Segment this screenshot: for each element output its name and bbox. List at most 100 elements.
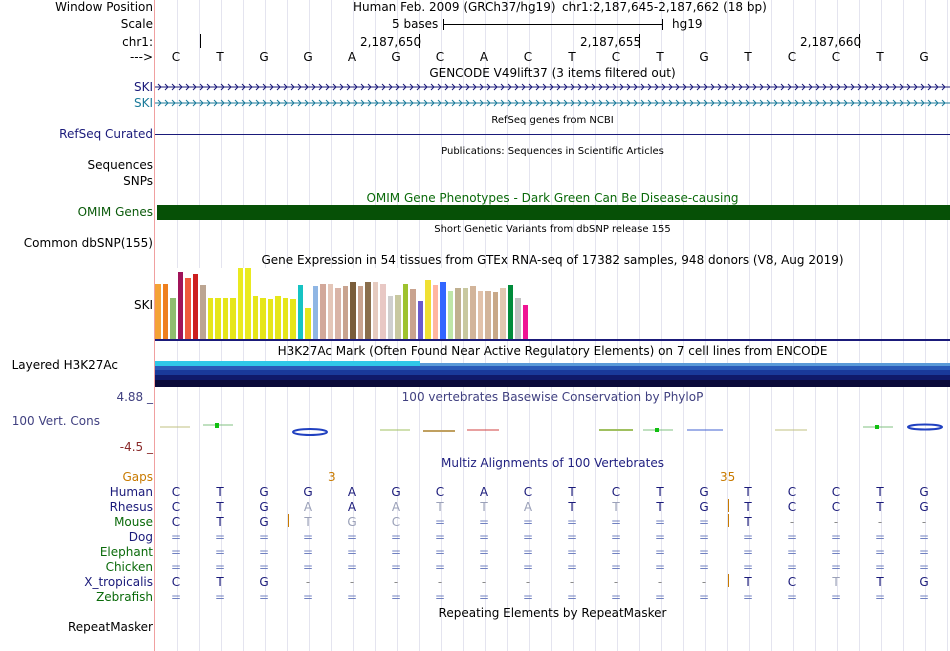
gtex-tissue-bar[interactable] bbox=[507, 285, 513, 339]
omim-bar[interactable] bbox=[157, 205, 950, 220]
gtex-tissue-bar[interactable] bbox=[237, 268, 243, 339]
gtex-tissue-bar[interactable] bbox=[312, 286, 318, 339]
dbsnp-label[interactable]: Common dbSNP(155) bbox=[23, 236, 153, 250]
gtex-tissue-bar[interactable] bbox=[447, 291, 453, 339]
gaps-label[interactable]: Gaps bbox=[122, 470, 153, 484]
species-label[interactable]: Mouse bbox=[114, 515, 153, 529]
gtex-tissue-bar[interactable] bbox=[320, 284, 326, 339]
gtex-tissue-bar[interactable] bbox=[177, 272, 183, 339]
gtex-tissue-bar[interactable] bbox=[252, 296, 258, 339]
gtex-tissue-bar[interactable] bbox=[372, 282, 378, 339]
gtex-tissue-bar[interactable] bbox=[260, 298, 266, 339]
alignment-base: C bbox=[787, 500, 797, 514]
alignment-base: = bbox=[390, 560, 402, 574]
phylop-label[interactable]: 100 Vert. Cons bbox=[11, 414, 100, 428]
species-label[interactable]: Human bbox=[109, 485, 153, 499]
gencode-transcript-2[interactable] bbox=[155, 96, 950, 110]
sequences-label[interactable]: Sequences bbox=[87, 158, 153, 172]
gtex-tissue-bar[interactable] bbox=[357, 286, 363, 339]
gtex-tissue-bar[interactable] bbox=[192, 274, 198, 339]
species-label[interactable]: Chicken bbox=[105, 560, 153, 574]
base-letter: A bbox=[347, 50, 357, 64]
alignment-base: = bbox=[566, 590, 578, 604]
gtex-bar-chart[interactable] bbox=[155, 268, 535, 339]
gtex-tissue-bar[interactable] bbox=[267, 299, 273, 339]
gtex-tissue-bar[interactable] bbox=[297, 285, 303, 339]
alignment-base: = bbox=[742, 560, 754, 574]
species-label[interactable]: X_tropicalis bbox=[84, 575, 153, 589]
alignment-base: T bbox=[568, 500, 576, 514]
gtex-tissue-bar[interactable] bbox=[327, 284, 333, 339]
gtex-tissue-bar[interactable] bbox=[222, 298, 228, 339]
alignment-base: T bbox=[304, 515, 312, 529]
alignment-base: = bbox=[698, 530, 710, 544]
gencode-item-ski-1[interactable]: SKI bbox=[133, 80, 153, 94]
gtex-tissue-bar[interactable] bbox=[485, 291, 491, 339]
gtex-tissue-bar[interactable] bbox=[185, 278, 191, 339]
gtex-tissue-bar[interactable] bbox=[162, 284, 168, 339]
refseq-label[interactable]: RefSeq Curated bbox=[59, 127, 153, 141]
ruler-tick bbox=[419, 34, 420, 48]
gtex-tissue-bar[interactable] bbox=[500, 288, 506, 339]
gtex-tissue-bar[interactable] bbox=[515, 298, 521, 339]
gencode-transcript-1[interactable] bbox=[155, 80, 950, 94]
gtex-tissue-bar[interactable] bbox=[387, 296, 393, 339]
alignment-base: = bbox=[434, 590, 446, 604]
refseq-gene-line[interactable] bbox=[155, 134, 950, 135]
position-text[interactable]: chr1:2,187,645-2,187,662 (18 bp) bbox=[562, 0, 767, 14]
gtex-tissue-bar[interactable] bbox=[245, 268, 251, 339]
gtex-tissue-bar[interactable] bbox=[470, 286, 476, 339]
alignment-base: - bbox=[789, 515, 795, 529]
species-label[interactable]: Elephant bbox=[99, 545, 153, 559]
gtex-tissue-bar[interactable] bbox=[305, 308, 311, 339]
base-letter: T bbox=[656, 50, 664, 64]
gtex-tissue-bar[interactable] bbox=[282, 298, 288, 339]
h3k27ac-signal[interactable] bbox=[155, 361, 950, 387]
alignment-base: = bbox=[478, 515, 490, 529]
gtex-tissue-bar[interactable] bbox=[215, 298, 221, 339]
phylop-signal[interactable] bbox=[155, 418, 950, 438]
snps-label[interactable]: SNPs bbox=[123, 174, 153, 188]
gtex-tissue-bar[interactable] bbox=[342, 286, 348, 339]
gtex-tissue-bar[interactable] bbox=[155, 284, 161, 339]
gtex-tissue-bar[interactable] bbox=[350, 282, 356, 339]
species-label[interactable]: Zebrafish bbox=[96, 590, 153, 604]
gtex-tissue-bar[interactable] bbox=[335, 288, 341, 339]
gencode-item-ski-2[interactable]: SKI bbox=[133, 96, 153, 110]
alignment-base: G bbox=[919, 485, 929, 499]
gtex-tissue-bar[interactable] bbox=[290, 299, 296, 339]
gtex-tissue-bar[interactable] bbox=[275, 296, 281, 339]
gtex-tissue-bar[interactable] bbox=[365, 282, 371, 339]
gtex-tissue-bar[interactable] bbox=[440, 282, 446, 339]
gtex-tissue-bar[interactable] bbox=[492, 292, 498, 339]
rmsk-label[interactable]: RepeatMasker bbox=[67, 620, 153, 634]
species-label[interactable]: Rhesus bbox=[109, 500, 153, 514]
gtex-tissue-bar[interactable] bbox=[417, 301, 423, 339]
window-position-label: Window Position bbox=[55, 0, 153, 14]
gtex-tissue-bar[interactable] bbox=[170, 298, 176, 339]
gtex-tissue-bar[interactable] bbox=[380, 284, 386, 339]
base-letter: A bbox=[479, 50, 489, 64]
alignment-base: = bbox=[830, 530, 842, 544]
gtex-tissue-bar[interactable] bbox=[402, 284, 408, 339]
gtex-tissue-bar[interactable] bbox=[425, 280, 431, 339]
gtex-tissue-bar[interactable] bbox=[522, 305, 528, 339]
alignment-base: T bbox=[876, 575, 884, 589]
alignment-base: = bbox=[654, 560, 666, 574]
alignment-base: = bbox=[830, 590, 842, 604]
gtex-tissue-bar[interactable] bbox=[462, 288, 468, 339]
omim-label[interactable]: OMIM Genes bbox=[77, 205, 153, 219]
gtex-tissue-bar[interactable] bbox=[477, 291, 483, 339]
alignment-base: - bbox=[393, 575, 399, 589]
h3k27ac-label[interactable]: Layered H3K27Ac bbox=[11, 358, 118, 372]
gtex-tissue-bar[interactable] bbox=[230, 298, 236, 339]
gtex-tissue-bar[interactable] bbox=[410, 289, 416, 339]
gtex-label[interactable]: SKI bbox=[133, 298, 153, 312]
gtex-tissue-bar[interactable] bbox=[455, 288, 461, 339]
gtex-tissue-bar[interactable] bbox=[207, 298, 213, 339]
gtex-tissue-bar[interactable] bbox=[395, 295, 401, 339]
gtex-tissue-bar[interactable] bbox=[432, 285, 438, 339]
base-letter: T bbox=[744, 50, 752, 64]
gtex-tissue-bar[interactable] bbox=[200, 285, 206, 339]
species-label[interactable]: Dog bbox=[128, 530, 153, 544]
